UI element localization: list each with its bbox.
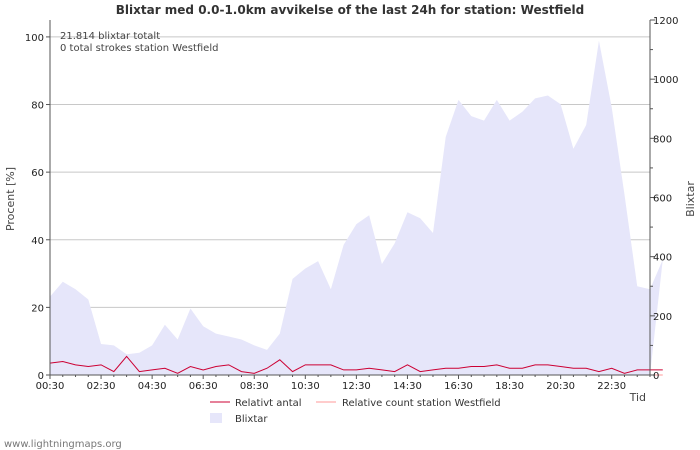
right-axis-ticks: 0 200 400 600 800 1000 1200 <box>650 16 678 382</box>
left-tick-label-1: 20 <box>31 303 44 314</box>
x-tick-label-3: 06:30 <box>189 381 218 392</box>
x-tick-label-0: 00:30 <box>36 381 65 392</box>
x-tick-label-1: 02:30 <box>87 381 116 392</box>
chart-title: Blixtar med 0.0-1.0km avvikelse of the l… <box>116 3 584 17</box>
right-tick-label-3: 600 <box>653 194 672 205</box>
x-tick-label-11: 22:30 <box>597 381 626 392</box>
left-tick-label-0: 0 <box>38 371 44 382</box>
legend-swatch-blixtar <box>210 413 222 423</box>
left-tick-label-3: 60 <box>31 168 44 179</box>
right-axis-label: Blixtar <box>684 181 697 217</box>
x-axis-label: Tid <box>629 391 646 404</box>
x-tick-label-10: 20:30 <box>546 381 575 392</box>
legend: Relativt antal Relative count station We… <box>210 398 501 425</box>
legend-label-station: Relative count station Westfield <box>342 398 501 409</box>
legend-label-relativt-antal: Relativt antal <box>235 398 302 409</box>
left-tick-label-4: 80 <box>31 101 44 112</box>
left-axis-label: Procent [%] <box>4 167 17 231</box>
legend-label-blixtar: Blixtar <box>235 414 268 425</box>
left-axis-ticks: 0 20 40 60 80 100 <box>25 33 50 382</box>
x-tick-label-5: 10:30 <box>291 381 320 392</box>
x-tick-label-4: 08:30 <box>240 381 269 392</box>
relativt-antal-line <box>49 355 663 374</box>
right-tick-label-5: 1000 <box>653 75 678 86</box>
right-tick-label-4: 800 <box>653 134 672 145</box>
x-tick-label-9: 18:30 <box>495 381 524 392</box>
x-tick-label-2: 04:30 <box>138 381 167 392</box>
station-strokes-text: 0 total strokes station Westfield <box>60 43 218 54</box>
x-tick-label-6: 12:30 <box>342 381 371 392</box>
x-tick-label-8: 16:30 <box>444 381 473 392</box>
right-tick-label-6: 1200 <box>653 16 678 27</box>
right-tick-label-0: 0 <box>653 371 659 382</box>
footer-site: www.lightningmaps.org <box>4 439 122 450</box>
left-tick-label-5: 100 <box>25 33 44 44</box>
left-tick-label-2: 40 <box>31 236 44 247</box>
x-tick-label-7: 14:30 <box>393 381 422 392</box>
blixtar-area <box>50 40 663 376</box>
right-tick-label-1: 200 <box>653 312 672 323</box>
x-axis-ticks: 00:30 02:30 04:30 06:30 08:30 10:30 12:30 14:30… <box>36 375 651 392</box>
total-strokes-text: 21.814 blixtar totalt <box>60 31 160 42</box>
right-tick-label-2: 400 <box>653 253 672 264</box>
